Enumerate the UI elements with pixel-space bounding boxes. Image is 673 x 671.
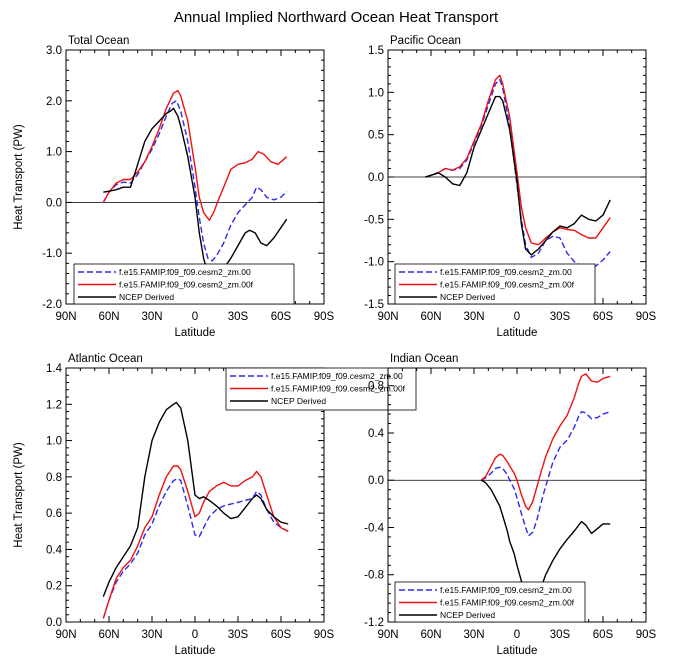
y-axis-title: Heat Transport (PW): [13, 124, 25, 230]
legend: f.e15.FAMIP.f09_f09.cesm2_zm.00 f.e15.FAM…: [394, 581, 586, 623]
legend-entry-label: f.e15.FAMIP.f09_f09.cesm2_zm.00f: [119, 280, 254, 290]
x-tick-label: 30S: [228, 311, 249, 323]
series-line-f-e15-famip-f09-f09-cesm2-zm-00: [102, 478, 289, 619]
x-tick-label: 30S: [550, 311, 571, 323]
legend-entry-label: f.e15.FAMIP.f09_f09.cesm2_zm.00: [440, 267, 572, 277]
x-tick-label: 90S: [314, 629, 335, 641]
x-tick-label: 90N: [55, 629, 76, 641]
panel-total-ocean: 90N 60N 30N 0 30S 60S 90S -2.0 -1.0 0.0 1.0 2.0 3.0 T…: [13, 35, 335, 339]
y-axis-title: Heat Transport (PW): [13, 442, 25, 548]
x-tick-label: 30N: [141, 311, 162, 323]
x-tick-label: 90N: [55, 311, 76, 323]
series-line-f-e15-famip-f09-f09-cesm2-zm-00: [480, 411, 611, 537]
panel-indian-ocean: 90N 60N 30N 0 30S 60S 90S -1.2 -0.8 -0.4 0.0 0.4 0.8…: [364, 353, 656, 657]
x-tick-label: 60S: [271, 311, 292, 323]
panel-pacific-ocean: 90N 60N 30N 0 30S 60S 90S -1.5 -1.0 -0.5 0.0 0.5 1.0…: [364, 35, 656, 339]
legend-entry-label: NCEP Derived: [440, 292, 495, 302]
y-tick-label: 0.5: [368, 130, 384, 142]
x-tick-label: 60S: [593, 311, 614, 323]
series-line-f-e15-famip-f09-f09-cesm2-zm-00f: [425, 74, 611, 246]
series-line-ncep-derived: [425, 95, 611, 256]
panel-title: Pacific Ocean: [390, 35, 461, 47]
x-tick-label: 0: [192, 629, 198, 641]
panel-title: Indian Ocean: [390, 353, 458, 365]
legend: f.e15.FAMIP.f09_f09.cesm2_zm.00 f.e15.FAM…: [73, 263, 295, 305]
panel-title: Atlantic Ocean: [68, 353, 143, 365]
y-tick-label: 0.0: [46, 617, 62, 629]
x-tick-label: 90S: [636, 311, 657, 323]
x-tick-label: 90N: [377, 629, 398, 641]
x-axis-title: Latitude: [497, 327, 538, 339]
y-tick-label: 1.0: [368, 87, 384, 99]
legend-entry-label: f.e15.FAMIP.f09_f09.cesm2_zm.00: [440, 585, 572, 595]
x-tick-label: 0: [514, 311, 520, 323]
x-tick-label: 30N: [141, 629, 162, 641]
figure-title: Annual Implied Northward Ocean Heat Tran…: [174, 9, 499, 26]
x-axis-title: Latitude: [175, 327, 216, 339]
panel-title: Total Ocean: [68, 35, 129, 47]
x-axis-title: Latitude: [497, 645, 538, 657]
y-tick-label: 2.0: [46, 96, 62, 108]
y-tick-label: -0.8: [364, 570, 384, 582]
legend-entry-label: f.e15.FAMIP.f09_f09.cesm2_zm.00: [271, 371, 403, 381]
x-axis-title: Latitude: [175, 645, 216, 657]
x-tick-label: 30S: [228, 629, 249, 641]
y-tick-label: -2.0: [42, 299, 62, 311]
legend: f.e15.FAMIP.f09_f09.cesm2_zm.00 f.e15.FAM…: [225, 367, 417, 411]
series-line-f-e15-famip-f09-f09-cesm2-zm-00f: [102, 89, 288, 221]
legend-entry-label: NCEP Derived: [440, 610, 495, 620]
y-tick-label: 1.0: [46, 436, 62, 448]
y-tick-label: 1.0: [46, 147, 62, 159]
x-tick-label: 60N: [98, 629, 119, 641]
y-tick-label: 1.2: [46, 399, 62, 411]
x-tick-label: 0: [514, 629, 520, 641]
y-tick-label: -0.5: [364, 214, 384, 226]
series-line-f-e15-famip-f09-f09-cesm2-zm-00f: [480, 373, 611, 511]
x-tick-label: 90N: [377, 311, 398, 323]
x-tick-label: 30S: [550, 629, 571, 641]
x-tick-label: 60N: [420, 629, 441, 641]
x-tick-label: 60N: [420, 311, 441, 323]
y-tick-label: 1.5: [368, 45, 384, 57]
legend: f.e15.FAMIP.f09_f09.cesm2_zm.00 f.e15.FAM…: [394, 263, 596, 305]
y-tick-label: 0.0: [46, 197, 62, 209]
x-tick-label: 60S: [593, 629, 614, 641]
legend-entry-label: f.e15.FAMIP.f09_f09.cesm2_zm.00f: [271, 384, 406, 394]
x-tick-label: 90S: [636, 629, 657, 641]
x-tick-label: 60N: [98, 311, 119, 323]
x-tick-label: 30N: [463, 629, 484, 641]
y-tick-label: 0.4: [368, 428, 385, 440]
legend-entry-label: f.e15.FAMIP.f09_f09.cesm2_zm.00f: [440, 598, 575, 608]
legend-entry-label: NCEP Derived: [119, 292, 174, 302]
y-tick-label: 0.8: [368, 381, 384, 393]
series-line-f-e15-famip-f09-f09-cesm2-zm-00: [102, 100, 288, 262]
y-tick-label: 1.4: [46, 363, 63, 375]
x-tick-label: 90S: [314, 311, 335, 323]
y-tick-label: 0.4: [46, 544, 63, 556]
x-tick-label: 30N: [463, 311, 484, 323]
y-tick-label: 3.0: [46, 45, 62, 57]
y-tick-label: 0.6: [46, 508, 62, 520]
y-tick-label: 0.8: [46, 472, 62, 484]
y-tick-label: -1.2: [364, 617, 384, 629]
series-line-ncep-derived: [103, 107, 288, 280]
y-tick-label: -1.5: [364, 299, 384, 311]
y-tick-label: -1.0: [42, 248, 62, 260]
series-line-ncep-derived: [102, 401, 289, 597]
y-tick-label: 0.0: [368, 172, 384, 184]
y-tick-label: 0.0: [368, 475, 384, 487]
y-tick-label: 0.2: [46, 581, 62, 593]
y-tick-label: -1.0: [364, 257, 384, 269]
x-tick-label: 0: [192, 311, 198, 323]
legend-entry-label: f.e15.FAMIP.f09_f09.cesm2_zm.00: [119, 267, 251, 277]
x-tick-label: 60S: [271, 629, 292, 641]
legend-entry-label: f.e15.FAMIP.f09_f09.cesm2_zm.00f: [440, 280, 575, 290]
series-line-f-e15-famip-f09-f09-cesm2-zm-00f: [102, 465, 289, 619]
legend-entry-label: NCEP Derived: [271, 396, 326, 406]
y-tick-label: -0.4: [364, 522, 384, 534]
panel-atlantic-ocean: 90N 60N 30N 0 30S 60S 90S 0.0 0.2 0.4 0.6 0.8 1.0 1.2…: [13, 353, 417, 657]
